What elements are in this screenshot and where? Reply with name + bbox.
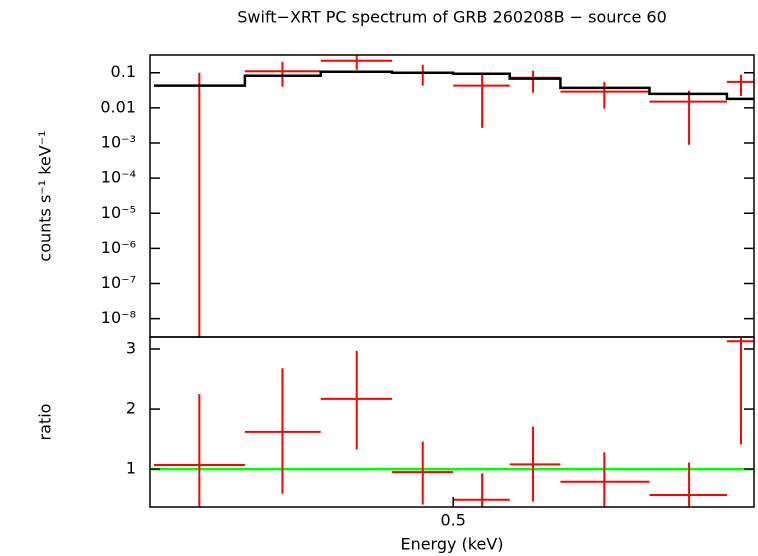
y-tick-label: 10⁻³ — [101, 132, 136, 151]
x-tick-label: 0.5 — [440, 511, 465, 530]
plot-area — [153, 55, 754, 337]
y-tick-label: 0.1 — [111, 62, 136, 81]
y-tick-label: 1 — [126, 459, 136, 478]
axes-frame — [149, 336, 755, 508]
axes-frame — [149, 54, 755, 338]
y-tick-label: 10⁻⁶ — [101, 238, 136, 257]
y-tick-label: 3 — [126, 339, 136, 358]
y-tick-label: 10⁻⁷ — [101, 273, 136, 292]
chart-title: Swift−XRT PC spectrum of GRB 260208B − s… — [237, 8, 667, 27]
y-tick-label: 2 — [126, 399, 136, 418]
y-axis-label: ratio — [36, 404, 55, 441]
y-tick-label: 10⁻⁵ — [101, 203, 136, 222]
y-tick-label: 10⁻⁸ — [101, 308, 136, 327]
plot-area — [150, 337, 754, 507]
x-axis-label: Energy (keV) — [400, 535, 503, 554]
model-line — [153, 70, 754, 101]
y-tick-label: 10⁻⁴ — [101, 168, 136, 187]
y-tick-label: 0.01 — [100, 97, 136, 116]
y-axis-label: counts s⁻¹ keV⁻¹ — [36, 130, 55, 261]
